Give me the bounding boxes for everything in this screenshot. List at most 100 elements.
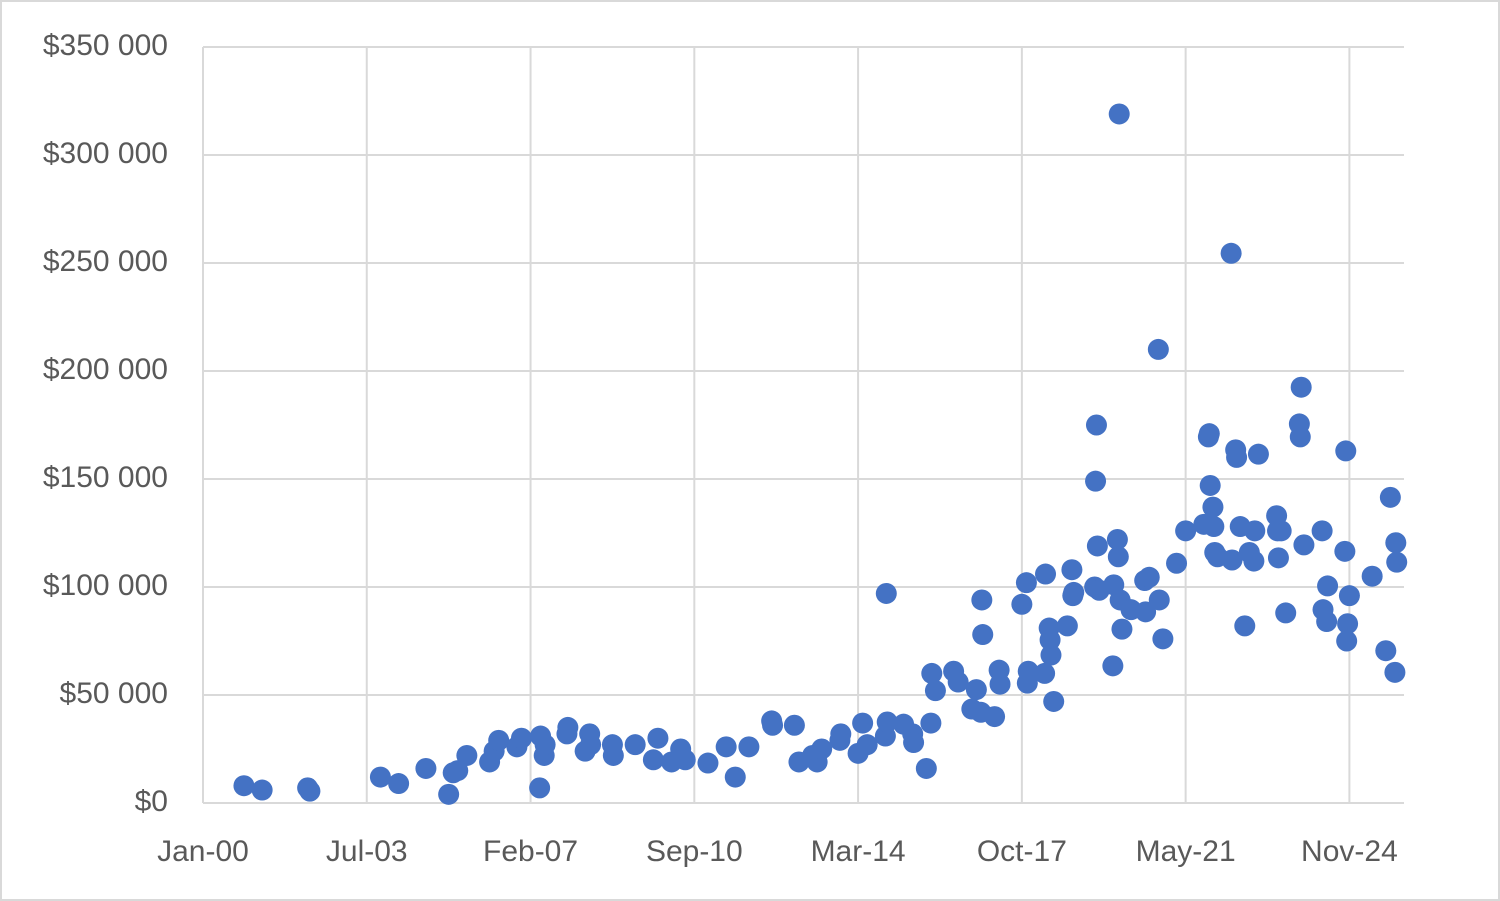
point	[415, 757, 437, 779]
point	[915, 757, 937, 779]
y-tick-label: $150 000	[43, 461, 168, 494]
point	[624, 734, 646, 756]
point	[1175, 520, 1197, 542]
point	[1147, 338, 1169, 360]
point	[1234, 615, 1256, 637]
point	[1311, 520, 1333, 542]
point	[762, 714, 784, 736]
point	[1056, 615, 1078, 637]
point	[1015, 572, 1037, 594]
point	[438, 783, 460, 805]
point	[1221, 549, 1243, 571]
point	[456, 744, 478, 766]
point	[1063, 581, 1085, 603]
point	[1102, 655, 1124, 677]
point	[1336, 630, 1358, 652]
point	[1199, 474, 1221, 496]
point	[1337, 613, 1359, 635]
point	[388, 773, 410, 795]
x-tick-label: Feb-07	[483, 835, 578, 868]
point	[921, 662, 943, 684]
point	[965, 679, 987, 701]
point	[1275, 602, 1297, 624]
point	[1152, 628, 1174, 650]
point	[674, 749, 696, 771]
point	[1244, 520, 1266, 542]
point	[557, 716, 579, 738]
point	[1035, 563, 1057, 585]
x-tick-label: Sep-10	[646, 835, 743, 868]
point	[1034, 662, 1056, 684]
point	[580, 734, 602, 756]
point	[971, 589, 993, 611]
point	[1316, 611, 1338, 633]
point	[1039, 629, 1061, 651]
point	[1317, 575, 1339, 597]
point	[369, 766, 391, 788]
point	[1270, 520, 1292, 542]
x-tick-label: Nov-24	[1301, 835, 1398, 868]
point	[1085, 470, 1107, 492]
point	[1384, 661, 1406, 683]
point	[875, 582, 897, 604]
point	[947, 671, 969, 693]
point	[1106, 528, 1128, 550]
point	[1379, 486, 1401, 508]
point	[1043, 690, 1065, 712]
point	[1226, 446, 1248, 468]
point	[299, 780, 321, 802]
point	[1040, 644, 1062, 666]
point	[1386, 551, 1408, 573]
point	[1290, 376, 1312, 398]
point	[1243, 550, 1265, 572]
y-tick-label: $200 000	[43, 353, 168, 386]
point	[510, 727, 532, 749]
point	[1202, 496, 1224, 518]
point	[1385, 532, 1407, 554]
point	[529, 777, 551, 799]
point	[924, 680, 946, 702]
point	[447, 760, 469, 782]
y-tick-label: $300 000	[43, 137, 168, 170]
x-tick-label: Jul-03	[326, 835, 408, 868]
point	[989, 673, 1011, 695]
point	[1247, 443, 1269, 465]
point	[1375, 640, 1397, 662]
point	[1334, 540, 1356, 562]
y-tick-label: $100 000	[43, 569, 168, 602]
point	[1086, 535, 1108, 557]
point	[783, 714, 805, 736]
point	[251, 779, 273, 801]
point	[984, 706, 1006, 728]
point	[647, 727, 669, 749]
point	[642, 749, 664, 771]
point	[811, 738, 833, 760]
point	[830, 723, 852, 745]
point	[1108, 103, 1130, 125]
point	[697, 752, 719, 774]
y-tick-label: $250 000	[43, 245, 168, 278]
point	[602, 744, 624, 766]
point	[724, 766, 746, 788]
point	[856, 734, 878, 756]
point	[876, 711, 898, 733]
x-tick-label: Mar-14	[811, 835, 906, 868]
point	[1148, 589, 1170, 611]
y-tick-label: $0	[135, 785, 168, 818]
point	[1198, 423, 1220, 445]
point	[1061, 559, 1083, 581]
point	[1289, 426, 1311, 448]
point	[920, 712, 942, 734]
x-tick-label: May-21	[1136, 835, 1236, 868]
y-tick-label: $350 000	[43, 29, 168, 62]
point	[1111, 618, 1133, 640]
x-tick-label: Jan-00	[157, 835, 249, 868]
point	[1107, 546, 1129, 568]
point	[233, 775, 255, 797]
point	[1293, 534, 1315, 556]
point	[715, 736, 737, 758]
point	[1085, 414, 1107, 436]
point	[1203, 516, 1225, 538]
